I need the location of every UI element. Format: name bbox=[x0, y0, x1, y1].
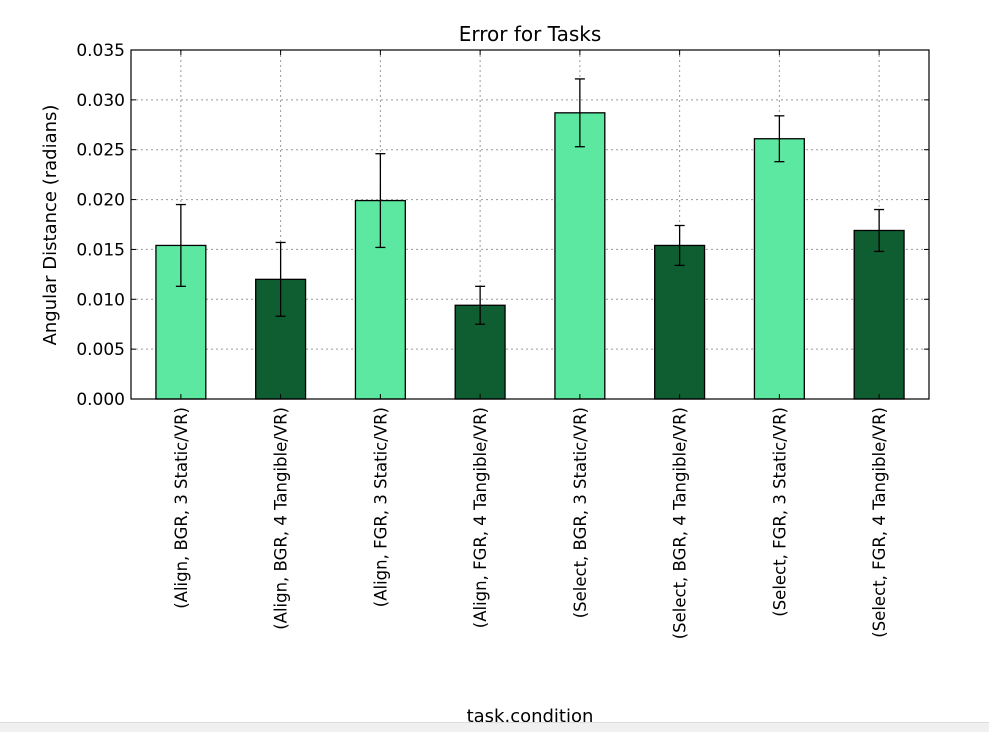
bars bbox=[155, 112, 905, 400]
y-tick-label: 0.010 bbox=[76, 290, 125, 310]
y-tick-label: 0.005 bbox=[76, 340, 125, 360]
x-tick-label: (Align, BGR, 4 Tangible/VR) bbox=[272, 407, 291, 630]
y-tick-label: 0.000 bbox=[76, 390, 125, 410]
plot-frame bbox=[130, 49, 930, 400]
y-ticks: 0.000 0.005 0.010 0.015 0.020 0.025 0.030 0.035 bbox=[76, 41, 929, 410]
x-axis-label: task.condition bbox=[467, 706, 594, 727]
x-tick-label: (Align, FGR, 4 Tangible/VR) bbox=[471, 407, 490, 628]
y-tick-label: 0.020 bbox=[76, 191, 125, 211]
x-tick-label: (Select, BGR, 4 Tangible/VR) bbox=[671, 407, 690, 639]
bar-8 bbox=[853, 229, 905, 400]
y-tick-label: 0.015 bbox=[76, 240, 125, 260]
y-axis-label: Angular Distance (radians) bbox=[40, 105, 61, 346]
grid-lines bbox=[131, 50, 929, 399]
bar-7 bbox=[753, 138, 805, 400]
y-tick-label: 0.025 bbox=[76, 141, 125, 161]
window-bottom-strip bbox=[0, 722, 989, 732]
y-tick-label: 0.035 bbox=[76, 41, 125, 61]
x-tick-label: (Align, BGR, 3 Static/VR) bbox=[172, 407, 191, 609]
bar-6 bbox=[654, 244, 706, 400]
x-ticks: (Align, BGR, 3 Static/VR) (Align, BGR, 4 … bbox=[172, 50, 889, 639]
bar-5 bbox=[554, 112, 606, 400]
x-tick-label: (Select, BGR, 3 Static/VR) bbox=[571, 407, 590, 618]
chart-title: Error for Tasks bbox=[459, 22, 602, 46]
x-tick-label: (Select, FGR, 4 Tangible/VR) bbox=[870, 407, 889, 638]
y-tick-label: 0.030 bbox=[76, 91, 125, 111]
x-tick-label: (Align, FGR, 3 Static/VR) bbox=[371, 407, 390, 607]
error-bars bbox=[175, 78, 885, 325]
x-tick-label: (Select, FGR, 3 Static/VR) bbox=[770, 407, 789, 617]
